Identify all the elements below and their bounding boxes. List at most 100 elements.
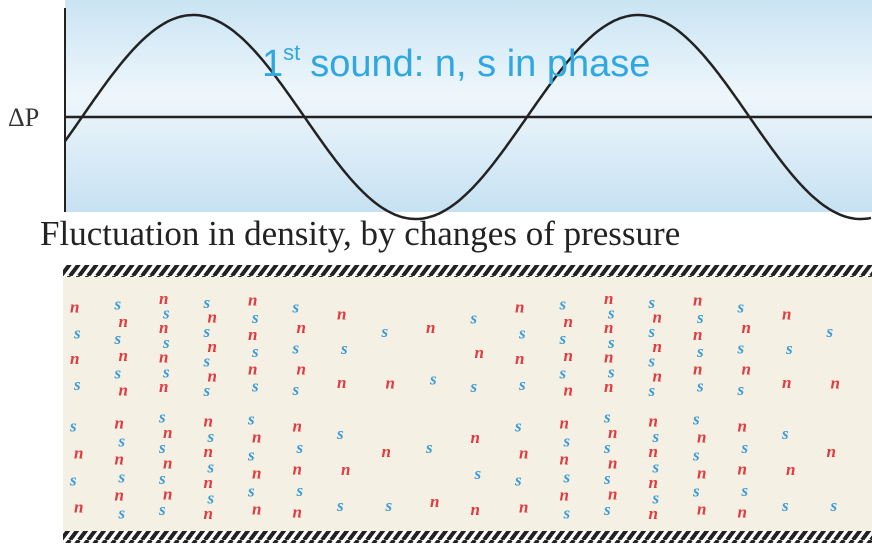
particle-super: s	[385, 496, 393, 515]
particle-super: s	[741, 438, 749, 457]
particle-super: s	[563, 467, 571, 486]
title-text: sound: n, s in phase	[310, 43, 650, 85]
particle-super: s	[470, 377, 478, 396]
particle-super: s	[247, 409, 255, 428]
particle-normal: n	[337, 305, 346, 324]
particle-normal: n	[382, 442, 391, 461]
particle-normal: n	[742, 359, 751, 378]
particle-super: s	[514, 471, 522, 490]
particle-super: s	[203, 293, 211, 312]
particle-normal: n	[782, 373, 791, 392]
particle-super: s	[158, 469, 166, 488]
particle-super: s	[203, 352, 211, 371]
particle-normal: n	[119, 346, 128, 365]
particle-normal: n	[693, 291, 702, 310]
particle-super: s	[559, 363, 567, 382]
particle-super: s	[559, 329, 567, 348]
particle-normal: n	[115, 449, 124, 468]
particle-normal: n	[608, 423, 617, 442]
particle-normal: n	[738, 416, 747, 435]
title-number: 1	[262, 43, 283, 85]
particle-normal: n	[115, 413, 124, 432]
particle-super: s	[158, 438, 166, 457]
particle-super: s	[603, 469, 611, 488]
particle-normal: n	[293, 460, 302, 479]
particle-super: s	[781, 424, 789, 443]
particle-super: s	[340, 339, 348, 358]
particle-normal: n	[653, 308, 662, 327]
top-wall	[63, 265, 872, 277]
particle-normal: n	[697, 463, 706, 482]
particle-normal: n	[159, 318, 168, 337]
particle-super: s	[73, 375, 81, 394]
particle-normal: n	[649, 473, 658, 492]
particle-super: s	[158, 500, 166, 519]
particle-super: s	[207, 458, 215, 477]
particle-super: s	[603, 407, 611, 426]
particle-super: s	[563, 503, 571, 522]
axis-label: ΔP	[8, 103, 39, 132]
pressure-wave	[63, 13, 872, 221]
particle-super: s	[648, 293, 656, 312]
particle-normal: n	[208, 308, 217, 327]
particle-super: s	[563, 431, 571, 450]
particle-normal: n	[831, 374, 840, 393]
particle-super: s	[251, 377, 259, 396]
particle-super: s	[207, 427, 215, 446]
particle-normal: n	[560, 485, 569, 504]
particles: nsnssnsnsnsnsnnsnsnsnsnsnsnsnsnsnssnsnsn…	[69, 289, 840, 523]
particle-super: s	[162, 333, 170, 352]
particle-super: s	[648, 352, 656, 371]
bottom-wall	[63, 531, 872, 543]
particle-super: s	[251, 342, 259, 361]
particle-super: s	[648, 322, 656, 341]
particle-super: s	[607, 362, 615, 381]
particle-super: s	[607, 304, 615, 323]
particle-normal: n	[604, 348, 613, 367]
particle-super: s	[692, 445, 700, 464]
particle-normal: n	[604, 318, 613, 337]
particle-super: s	[652, 458, 660, 477]
particle-super: s	[696, 308, 704, 327]
particle-super: s	[158, 407, 166, 426]
particle-super: s	[207, 489, 215, 508]
particle-super: s	[247, 481, 255, 500]
particle-normal: n	[430, 492, 439, 511]
particle-super: s	[251, 308, 259, 327]
particle-normal: n	[74, 498, 83, 517]
particle-super: s	[118, 503, 126, 522]
particle-normal: n	[163, 423, 172, 442]
particle-normal: n	[786, 460, 795, 479]
particle-normal: n	[248, 325, 257, 344]
particle-normal: n	[297, 318, 306, 337]
particle-normal: n	[697, 427, 706, 446]
particle-normal: n	[564, 312, 573, 331]
particle-normal: n	[697, 499, 706, 518]
particle-super: s	[336, 424, 344, 443]
particle-normal: n	[653, 366, 662, 385]
particle-super: s	[292, 380, 300, 399]
particle-super: s	[696, 377, 704, 396]
particle-super: s	[514, 417, 522, 436]
particle-normal: n	[649, 411, 658, 430]
particle-super: s	[652, 489, 660, 508]
particle-normal: n	[386, 374, 395, 393]
particle-super: s	[118, 467, 126, 486]
particle-normal: n	[204, 473, 213, 492]
particle-super: s	[518, 323, 526, 342]
particle-normal: n	[204, 442, 213, 461]
particle-normal: n	[293, 503, 302, 522]
particle-normal: n	[515, 298, 524, 317]
particle-super: s	[247, 445, 255, 464]
particle-super: s	[607, 333, 615, 352]
particle-normal: n	[70, 349, 79, 368]
particle-super: s	[114, 295, 122, 314]
particle-super: s	[781, 496, 789, 515]
particle-normal: n	[293, 416, 302, 435]
particle-super: s	[830, 496, 838, 515]
particle-super: s	[692, 409, 700, 428]
particle-super: s	[425, 438, 433, 457]
particle-super: s	[518, 375, 526, 394]
particle-normal: n	[608, 485, 617, 504]
